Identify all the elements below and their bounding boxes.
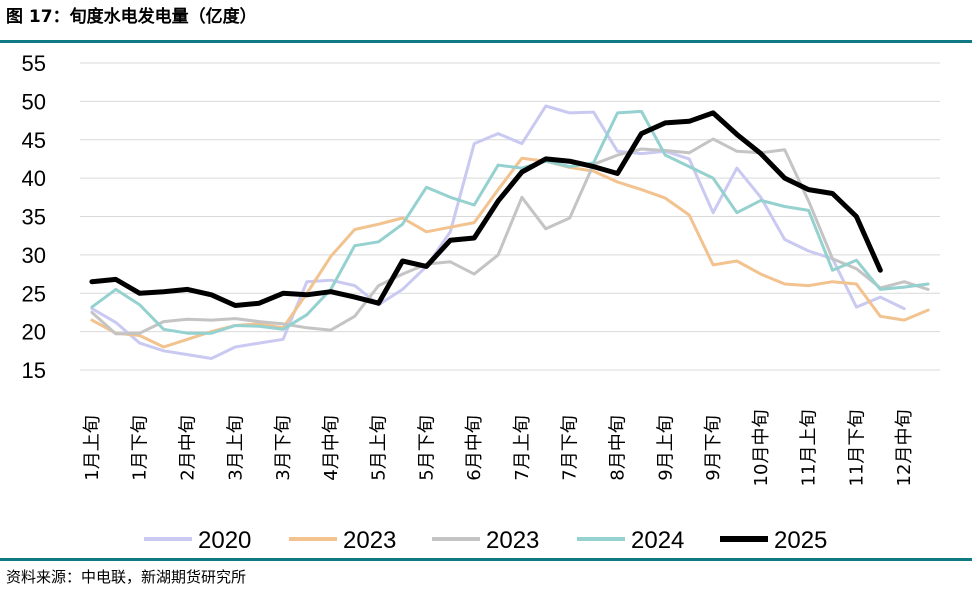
y-tick-label: 45 (22, 128, 46, 153)
x-tick-label: 3月下旬 (273, 415, 294, 480)
figure-title: 图 17：旬度水电发电量（亿度） (6, 7, 257, 27)
legend-label: 2024 (631, 527, 684, 554)
y-tick-label: 30 (22, 243, 46, 268)
x-tick-label: 4月中旬 (321, 415, 342, 480)
y-tick-label: 40 (22, 166, 46, 191)
x-tick-label: 6月中旬 (464, 415, 485, 480)
x-tick-label: 9月上旬 (655, 415, 676, 480)
footer-rule (0, 558, 972, 561)
x-tick-label: 5月下旬 (416, 415, 437, 480)
series-line-2023 (90, 137, 930, 336)
y-tick-label: 55 (22, 51, 46, 76)
x-tick-label: 5月上旬 (369, 415, 390, 480)
legend-label: 2020 (198, 527, 251, 554)
y-tick-label: 25 (22, 281, 46, 306)
legend-label: 2025 (774, 527, 827, 554)
chart-y-tick-labels: 15 20 25 30 35 40 45 50 55 (22, 51, 46, 383)
x-tick-label: 9月下旬 (703, 415, 724, 480)
legend-label: 2023 (486, 527, 539, 554)
y-tick-label: 15 (22, 358, 46, 383)
legend-label: 2023 (343, 527, 396, 554)
x-tick-label: 11月下旬 (846, 410, 867, 487)
x-tick-label: 10月中旬 (751, 410, 772, 487)
chart-legend: 2020 2023 2023 2024 2025 (144, 527, 827, 554)
x-tick-label: 1月上旬 (82, 415, 103, 480)
source-note: 资料来源：中电联，新湖期货研究所 (6, 568, 247, 586)
series-line-2025 (89, 110, 883, 308)
x-tick-label: 2月中旬 (178, 415, 199, 480)
y-tick-label: 35 (22, 205, 46, 230)
x-tick-label: 1月下旬 (130, 415, 151, 480)
chart-x-tick-labels: 1月上旬 1月下旬 2月中旬 3月上旬 3月下旬 4月中旬 5月上旬 5月下旬 6月中旬 7月上旬… (82, 410, 915, 487)
x-tick-label: 7月上旬 (512, 415, 533, 480)
header-rule (0, 40, 972, 43)
y-tick-label: 50 (22, 89, 46, 114)
chart-series (89, 104, 930, 360)
x-tick-label: 12月中旬 (894, 410, 915, 487)
series-line-2020 (90, 104, 906, 360)
x-tick-label: 8月中旬 (608, 415, 629, 480)
y-tick-label: 20 (22, 320, 46, 345)
x-tick-label: 3月上旬 (225, 415, 246, 480)
series-line-2024 (90, 109, 930, 335)
x-tick-label: 11月上旬 (799, 410, 820, 487)
x-tick-label: 7月下旬 (560, 415, 581, 480)
